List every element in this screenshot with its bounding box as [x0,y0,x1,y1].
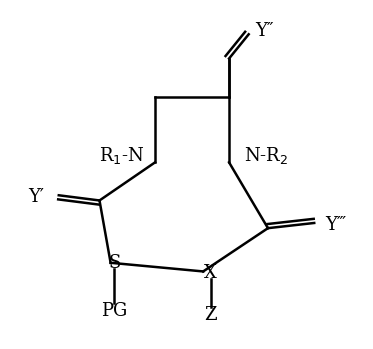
Text: Z: Z [204,306,217,324]
Text: X: X [204,264,217,282]
Text: S: S [108,254,120,272]
Text: N-R$_2$: N-R$_2$ [244,145,288,166]
Text: Y′: Y′ [28,188,44,206]
Text: Y‴: Y‴ [325,216,347,234]
Text: PG: PG [101,302,128,320]
Text: R$_1$-N: R$_1$-N [98,145,144,166]
Text: Y″: Y″ [255,22,274,40]
